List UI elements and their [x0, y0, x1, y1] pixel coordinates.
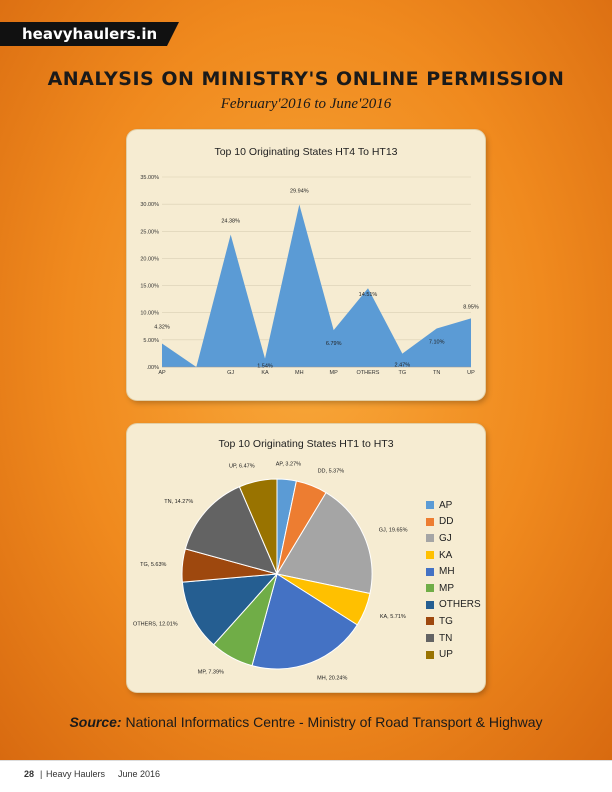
y-tick-label: 35.00%	[140, 175, 159, 181]
legend-swatch	[426, 534, 434, 542]
legend-swatch	[426, 568, 434, 576]
pie-data-label: OTHERS, 12.01%	[133, 622, 178, 628]
y-tick-label: 25.00%	[140, 229, 159, 235]
legend-label: GJ	[439, 533, 452, 544]
legend-item-ap: AP	[426, 497, 481, 514]
legend-label: MP	[439, 583, 454, 594]
x-tick-label: AP	[158, 370, 166, 376]
pie-data-label: TG, 5.63%	[140, 562, 166, 568]
brand-logo[interactable]: heavyhaulers.in	[0, 22, 167, 46]
y-tick-label: 20.00%	[140, 256, 159, 262]
x-tick-label: UP	[467, 370, 475, 376]
y-tick-label: .00%	[146, 365, 159, 371]
pie-data-label: KA, 5.71%	[380, 614, 406, 620]
pie-data-label: UP, 6.47%	[229, 463, 255, 469]
y-tick-label: 30.00%	[140, 202, 159, 208]
legend-item-others: OTHERS	[426, 597, 481, 614]
legend-item-up: UP	[426, 646, 481, 663]
y-tick-label: 15.00%	[140, 284, 159, 290]
legend-swatch	[426, 601, 434, 609]
data-label: 1.54%	[257, 364, 273, 370]
pie-chart-card: Top 10 Originating States HT1 to HT3 AP,…	[127, 424, 485, 692]
legend-item-ka: KA	[426, 547, 481, 564]
legend-swatch	[426, 617, 434, 625]
area-chart: .00% 5.00% 10.00% 15.00% 20.00% 25.00% 30.00% 3…	[127, 130, 485, 400]
x-tick-label: TG	[399, 370, 407, 376]
pie-data-label: TN, 14.27%	[164, 499, 193, 505]
x-tick-label: GJ	[227, 370, 234, 376]
legend-item-mh: MH	[426, 563, 481, 580]
pie-data-label: AP, 3.27%	[276, 462, 301, 468]
legend-swatch	[426, 634, 434, 642]
legend-swatch	[426, 651, 434, 659]
data-label: 14.51%	[359, 292, 378, 298]
pie-legend: AP DD GJ KA MH MP OTHERS TG TN UP	[426, 497, 481, 663]
area-chart-card: Top 10 Originating States HT4 To HT13 .0…	[127, 130, 485, 400]
legend-item-dd: DD	[426, 514, 481, 531]
legend-item-tn: TN	[426, 630, 481, 647]
page-title: ANALYSIS ON MINISTRY'S ONLINE PERMISSION	[0, 68, 612, 90]
y-tick-label: 10.00%	[140, 311, 159, 317]
page-subtitle: February'2016 to June'2016	[0, 96, 612, 113]
x-tick-label: KA	[261, 370, 269, 376]
pie-data-label: GJ, 19.65%	[379, 528, 408, 534]
data-label: 2.47%	[395, 363, 411, 369]
data-label: 24.38%	[221, 219, 240, 225]
legend-label: TN	[439, 633, 452, 644]
legend-swatch	[426, 584, 434, 592]
page-footer: 28 | Heavy Haulers June 2016	[0, 760, 612, 792]
data-label: 8.95%	[463, 304, 479, 310]
x-tick-label: MP	[330, 370, 339, 376]
legend-item-tg: TG	[426, 613, 481, 630]
x-tick-label: TN	[433, 370, 440, 376]
x-tick-label: MH	[295, 370, 304, 376]
pie-data-label: DD, 5.37%	[318, 469, 345, 475]
page-number: 28	[24, 769, 34, 779]
data-label: 6.79%	[326, 341, 342, 347]
legend-swatch	[426, 551, 434, 559]
source-note: Source: National Informatics Centre - Mi…	[0, 714, 612, 730]
magazine-name: Heavy Haulers	[46, 769, 105, 779]
legend-label: DD	[439, 516, 453, 527]
legend-swatch	[426, 518, 434, 526]
legend-label: OTHERS	[439, 599, 481, 610]
x-tick-label: OTHERS	[357, 370, 380, 376]
legend-label: TG	[439, 616, 453, 627]
footer-separator: |	[40, 769, 42, 779]
source-label: Source:	[69, 714, 121, 730]
legend-label: KA	[439, 550, 452, 561]
data-label: 29.94%	[290, 188, 309, 194]
issue-date: June 2016	[118, 769, 160, 779]
legend-item-mp: MP	[426, 580, 481, 597]
y-tick-label: 5.00%	[143, 338, 159, 344]
pie-data-label: MH, 20.24%	[317, 675, 347, 681]
source-text: National Informatics Centre - Ministry o…	[125, 714, 542, 730]
legend-label: MH	[439, 566, 455, 577]
data-label: 4.32%	[154, 325, 170, 331]
legend-swatch	[426, 501, 434, 509]
legend-label: UP	[439, 649, 453, 660]
data-label: 7.10%	[429, 339, 445, 345]
legend-label: AP	[439, 500, 452, 511]
pie-data-label: MP, 7.39%	[198, 670, 224, 676]
legend-item-gj: GJ	[426, 530, 481, 547]
